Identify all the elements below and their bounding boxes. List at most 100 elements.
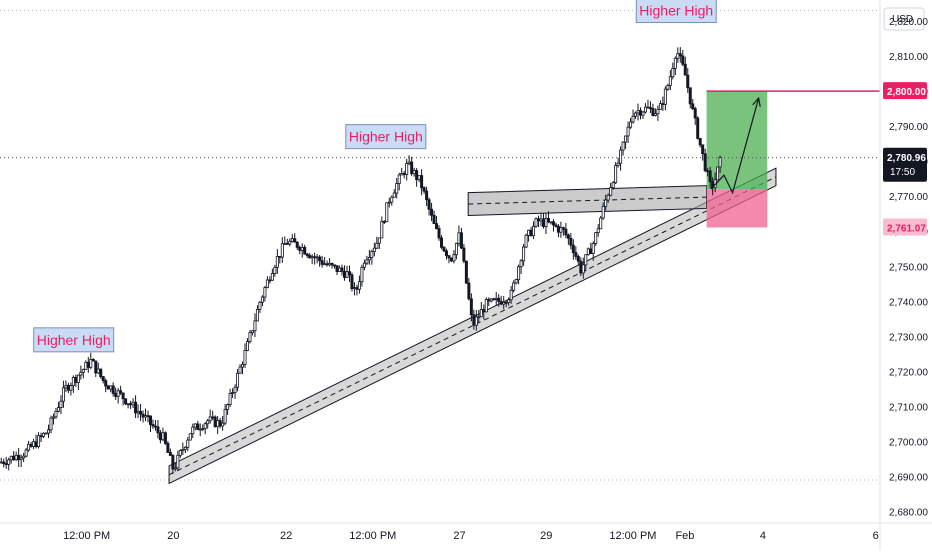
- candle-body: [260, 296, 264, 303]
- candle-body: [84, 361, 88, 370]
- candle-body: [343, 270, 347, 278]
- candle-body: [352, 287, 356, 290]
- candle-body: [392, 192, 396, 198]
- candle-body: [387, 201, 391, 204]
- candle-body: [457, 232, 461, 244]
- candle-body: [285, 243, 289, 245]
- currency-label: USD: [892, 14, 913, 25]
- candle-body: [484, 299, 488, 313]
- candle-body: [487, 299, 491, 302]
- higher-high-label: Higher High: [37, 332, 111, 348]
- candle-body: [609, 187, 613, 196]
- candle-body: [29, 443, 33, 447]
- candle-body: [688, 87, 692, 105]
- candle-body: [104, 380, 108, 387]
- candle-body: [141, 413, 145, 418]
- candle-body: [181, 448, 185, 451]
- candle-body: [318, 256, 322, 262]
- candle-body: [2, 461, 6, 465]
- candle-body: [216, 420, 220, 428]
- candle-body: [400, 173, 404, 176]
- candle-body: [300, 247, 304, 251]
- x-tick-label: 12:00 PM: [349, 530, 396, 542]
- candle-body: [641, 111, 645, 116]
- x-tick-label: Feb: [675, 530, 694, 542]
- candle-body: [686, 74, 690, 89]
- candle-body: [44, 432, 48, 435]
- candle-body: [54, 410, 58, 418]
- candle-body: [76, 374, 80, 383]
- candle-body: [14, 454, 18, 461]
- candle-body: [328, 262, 332, 266]
- candle-body: [310, 256, 314, 259]
- candle-body: [253, 320, 257, 332]
- candle-body: [395, 183, 399, 194]
- candle-body: [290, 238, 294, 242]
- candle-body: [27, 443, 31, 451]
- candle-body: [579, 260, 583, 274]
- candle-body: [410, 161, 414, 175]
- projection-arrowhead: [752, 96, 761, 108]
- candle-body: [584, 254, 588, 266]
- candle-body: [357, 281, 361, 290]
- candle-body: [549, 221, 553, 224]
- candle-body: [268, 279, 272, 282]
- candle-body: [61, 387, 65, 402]
- candle-body: [17, 454, 21, 461]
- candle-body: [144, 415, 148, 418]
- candle-body: [417, 175, 421, 181]
- candle-body: [524, 234, 528, 248]
- candle-body: [643, 106, 647, 113]
- candle-body: [79, 371, 83, 376]
- candle-body: [86, 361, 90, 368]
- candle-body: [191, 426, 195, 435]
- candle-body: [626, 126, 630, 137]
- candle-body: [295, 241, 299, 248]
- candle-body: [375, 242, 379, 249]
- candle-body: [168, 452, 172, 456]
- candle-body: [454, 242, 458, 256]
- y-tick-label: 2,770.00: [889, 192, 928, 203]
- x-tick-label: 29: [540, 530, 552, 542]
- candle-body: [74, 376, 78, 383]
- y-tick-label: 2,820.00: [889, 17, 928, 28]
- candle-body: [370, 251, 374, 258]
- candle-body: [634, 112, 638, 117]
- candle-body: [611, 182, 615, 189]
- candle-body: [193, 423, 197, 428]
- candle-body: [691, 103, 695, 109]
- candle-body: [151, 424, 155, 427]
- y-tick-label: 2,730.00: [889, 332, 928, 343]
- candle-body: [482, 309, 486, 313]
- candle-body: [546, 218, 550, 223]
- candle-body: [606, 194, 610, 201]
- candle-body: [134, 401, 138, 414]
- candle-body: [56, 407, 60, 412]
- candle-body: [696, 117, 700, 139]
- x-tick-label: 12:00 PM: [63, 530, 110, 542]
- candle-body: [106, 385, 110, 390]
- candle-body: [9, 455, 13, 461]
- candle-body: [119, 390, 123, 394]
- candle-body: [494, 297, 498, 300]
- candle-body: [452, 254, 456, 262]
- candle-body: [519, 260, 523, 268]
- candle-body: [449, 257, 453, 262]
- candle-body: [226, 404, 230, 410]
- candle-body: [278, 256, 282, 258]
- candle-body: [283, 243, 287, 245]
- y-tick-label: 2,720.00: [889, 367, 928, 378]
- x-tick-label: 20: [167, 530, 179, 542]
- candle-body: [293, 238, 297, 243]
- candle-body: [367, 257, 371, 261]
- candle-body: [701, 144, 705, 155]
- candle-body: [153, 425, 157, 428]
- candle-body: [556, 225, 560, 233]
- candle-body: [668, 76, 672, 86]
- candle-body: [693, 108, 697, 119]
- candle-body: [444, 250, 448, 257]
- candle-body: [497, 297, 501, 302]
- candle-body: [248, 332, 252, 343]
